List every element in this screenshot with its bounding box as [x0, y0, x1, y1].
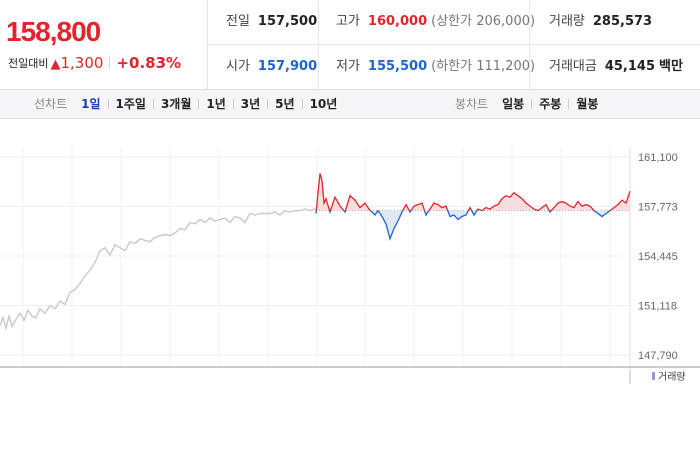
candle-chart-periods: 봉차트 일봉 주봉 월봉	[455, 90, 600, 118]
stat-label: 전일	[226, 14, 250, 29]
divider	[568, 99, 570, 109]
stats-row-1: 전일 157,500 고가 160,000 (상한가 206,000) 거래량 285,…	[208, 0, 700, 45]
y-tick-label: 157,773	[638, 201, 678, 213]
stat-unit: 백만	[659, 59, 683, 74]
volume-legend-label: 거래량	[658, 371, 686, 383]
divider	[531, 99, 533, 109]
stat-value: 45,145	[604, 59, 656, 74]
change-value: 1,300	[60, 54, 104, 72]
stat-volume: 거래량 285,573	[549, 0, 652, 44]
stat-label: 저가	[336, 59, 360, 74]
period-3m[interactable]: 3개월	[160, 97, 192, 111]
stat-prev-close: 전일 157,500	[226, 0, 317, 44]
period-1y[interactable]: 1년	[206, 97, 226, 111]
candle-monthly[interactable]: 월봉	[576, 97, 599, 111]
period-5y[interactable]: 5년	[275, 97, 295, 111]
stat-high: 고가 160,000 (상한가 206,000)	[336, 0, 535, 44]
y-tick-label: 161,100	[638, 152, 678, 164]
divider	[232, 99, 234, 109]
period-1w[interactable]: 1주일	[115, 97, 146, 111]
today-area-down	[316, 210, 630, 239]
stat-value: 157,900	[257, 59, 318, 74]
chart-svg: 161,100 157,773 154,445 151,118 147,790 거래량	[0, 147, 700, 384]
chart-toolbar: 선차트 1일 1주일 3개월 1년 3년 5년 10년 봉차트 일봉 주봉 월봉	[0, 90, 700, 119]
lower-limit: (하한가 111,200)	[431, 59, 536, 74]
period-3y[interactable]: 3년	[240, 97, 261, 111]
stat-label: 거래대금	[549, 59, 597, 74]
prior-series-line	[0, 208, 316, 331]
candle-chart-label: 봉차트	[455, 97, 489, 111]
divider	[107, 99, 109, 109]
change-percent: +0.83%	[116, 54, 182, 72]
prior-series-connector	[314, 208, 317, 211]
stat-value: 155,500	[367, 59, 428, 74]
stat-value: 160,000	[367, 14, 428, 29]
stat-open: 시가 157,900	[226, 45, 317, 89]
divider	[301, 99, 303, 109]
line-chart-periods: 선차트 1일 1주일 3개월 1년 3년 5년 10년	[34, 90, 339, 118]
volume-legend-swatch	[652, 372, 655, 380]
divider	[109, 56, 111, 69]
stat-label: 고가	[336, 14, 360, 29]
y-tick-label: 154,445	[638, 251, 678, 263]
divider	[152, 99, 154, 109]
stat-value: 285,573	[592, 14, 653, 29]
upper-limit: (상한가 206,000)	[431, 14, 536, 29]
stat-low: 저가 155,500 (하한가 111,200)	[336, 45, 535, 89]
y-tick-label: 151,118	[638, 300, 677, 312]
today-area-up	[316, 173, 630, 211]
up-triangle-icon: ▲	[50, 57, 61, 72]
stats-row-2: 시가 157,900 저가 155,500 (하한가 111,200) 거래대금 45,…	[208, 45, 700, 89]
price-block: 158,800 전일대비 ▲1,300 +0.83%	[0, 0, 208, 89]
line-chart-label: 선차트	[34, 97, 68, 111]
candle-weekly[interactable]: 주봉	[539, 97, 562, 111]
divider	[267, 99, 269, 109]
divider	[198, 99, 200, 109]
y-tick-label: 147,790	[638, 350, 678, 362]
current-price: 158,800	[6, 16, 101, 47]
stat-trade-value: 거래대금 45,145 백만	[549, 45, 683, 89]
change-label: 전일대비	[8, 57, 49, 70]
stat-label: 거래량	[549, 14, 585, 29]
candle-daily[interactable]: 일봉	[502, 97, 525, 111]
price-change: 전일대비 ▲1,300 +0.83%	[8, 54, 181, 72]
quote-panel: 158,800 전일대비 ▲1,300 +0.83% 전일 157,500 고가 160…	[0, 0, 700, 90]
stat-value: 157,500	[257, 14, 318, 29]
price-chart: 161,100 157,773 154,445 151,118 147,790 거래량	[0, 119, 700, 450]
today-series-line-up	[315, 173, 631, 211]
period-10y[interactable]: 10년	[309, 97, 338, 111]
period-1d[interactable]: 1일	[81, 97, 101, 111]
stat-label: 시가	[226, 59, 250, 74]
